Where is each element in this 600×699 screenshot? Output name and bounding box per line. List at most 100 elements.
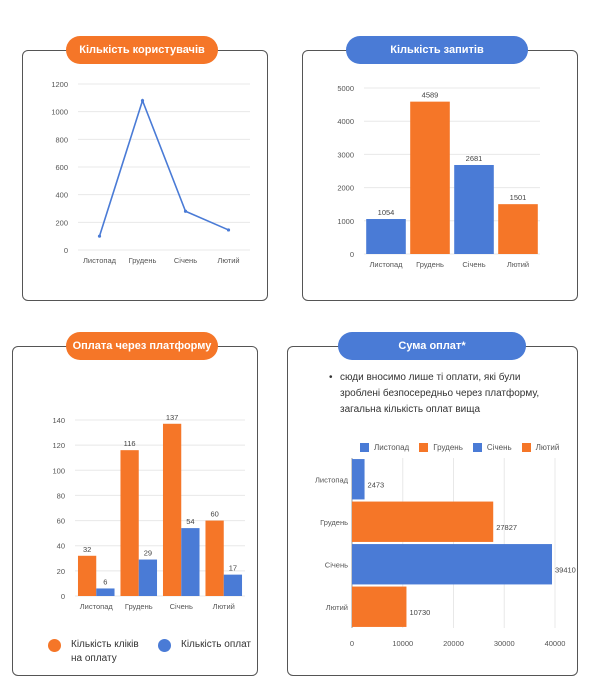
payments-ytick-1: 20 (57, 567, 65, 576)
users-xtick-1: Грудень (129, 256, 157, 265)
sum-bar-label-2: 39410 (555, 565, 576, 574)
sum-title: Сума оплат* (338, 332, 526, 360)
users-xtick-2: Січень (174, 256, 197, 265)
payments-ytick-7: 140 (52, 416, 65, 425)
users-xtick-3: Лютий (217, 256, 239, 265)
sum-xtick-0: 0 (350, 639, 354, 648)
payments-bar-s1-0 (96, 588, 115, 596)
users-title: Кількість користувачів (66, 36, 218, 64)
requests-bar-label-3: 1501 (510, 193, 527, 202)
users-ytick-5: 1000 (51, 108, 68, 117)
requests-title: Кількість запитів (346, 36, 528, 64)
users-xtick-0: Листопад (83, 256, 117, 265)
payments-bar-s0-3 (205, 520, 224, 596)
sum-bar-3 (352, 586, 407, 627)
sum-bar-label-1: 27827 (496, 523, 517, 532)
users-ytick-6: 1200 (51, 80, 68, 89)
users-ytick-1: 200 (55, 218, 68, 227)
payments-ytick-4: 80 (57, 491, 65, 500)
payments-bar-label-s0-3: 60 (210, 510, 218, 519)
legend-dec: Грудень (419, 443, 463, 452)
legend-dec-label: Грудень (433, 443, 463, 452)
legend-jan-label: Січень (486, 443, 512, 452)
sum-bar-label-3: 10730 (409, 608, 430, 617)
requests-ytick-1: 1000 (337, 217, 354, 226)
payments-bar-label-s0-2: 137 (166, 413, 179, 422)
legend-nov-swatch (360, 443, 369, 452)
legend-jan: Січень (472, 443, 512, 452)
bullet-icon: • (329, 372, 333, 383)
payments-bar-s1-3 (223, 574, 243, 596)
sum-ytick-3: Лютий (326, 603, 348, 612)
payments-bar-s1-2 (181, 528, 200, 596)
users-point-2 (183, 209, 188, 213)
users-point-0 (97, 234, 102, 238)
requests-bar-label-2: 2681 (466, 154, 483, 163)
payments-ytick-0: 0 (61, 592, 65, 601)
users-ytick-4: 800 (55, 135, 68, 144)
payments-ytick-2: 40 (57, 542, 65, 551)
payments-bar-s0-2 (162, 423, 182, 596)
legend-feb: Лютий (521, 443, 559, 452)
payments-title: Оплата через платформу (66, 332, 218, 360)
sum-bar-0 (352, 459, 365, 500)
payments-bar-s0-0 (77, 555, 97, 596)
legend-jan-swatch (472, 443, 482, 452)
payments-bar-label-s1-0: 6 (103, 577, 107, 586)
sum-bar-1 (352, 501, 494, 542)
requests-xtick-0: Листопад (370, 260, 404, 269)
payments-bar-label-s1-2: 54 (186, 517, 194, 526)
legend-payments-label: Кількість оплат (181, 639, 251, 650)
sum-bar-label-0: 2473 (368, 480, 385, 489)
users-point-1 (140, 99, 145, 103)
sum-xtick-1: 10000 (392, 639, 413, 648)
legend-feb-swatch (521, 443, 531, 452)
payments-bar-label-s0-0: 32 (83, 545, 91, 554)
requests-bar-label-0: 1054 (378, 208, 395, 217)
sum-xtick-4: 40000 (545, 639, 566, 648)
requests-ytick-5: 5000 (337, 84, 354, 93)
sum-note: • сюди вносимо лише ті оплати, які були … (329, 370, 555, 418)
legend-nov-label: Листопад (374, 443, 410, 452)
users-ytick-2: 400 (55, 191, 68, 200)
users-line-chart: 0 200 400 600 800 1000 1200 Листопад Грудень Січе… (51, 80, 250, 265)
payments-bar-label-s1-3: 17 (229, 564, 237, 573)
requests-xtick-2: Січень (462, 260, 485, 269)
legend-payments: Кількість оплат (158, 638, 251, 666)
sum-note-text: сюди вносимо лише ті оплати, які були зр… (340, 372, 540, 415)
sum-ytick-1: Грудень (320, 518, 348, 527)
requests-bar-chart: 0 1000 2000 3000 4000 5000 Листопад Грудень Січе… (337, 84, 540, 269)
sum-xtick-3: 30000 (494, 639, 515, 648)
payments-xtick-0: Листопад (80, 602, 114, 611)
payments-ytick-3: 60 (57, 517, 65, 526)
payments-bar-s0-1 (120, 450, 139, 596)
requests-ytick-2: 2000 (337, 184, 354, 193)
payments-xtick-1: Грудень (125, 602, 153, 611)
requests-bar-2 (454, 164, 494, 254)
sum-legend: Листопад Грудень Січень Лютий (360, 443, 569, 452)
payments-bar-label-s1-1: 29 (144, 549, 152, 558)
legend-dec-swatch (419, 443, 429, 452)
payments-bar-s1-1 (138, 559, 158, 596)
requests-xtick-1: Грудень (416, 260, 444, 269)
legend-clicks-swatch (48, 639, 61, 652)
payments-bar-label-s0-1: 116 (124, 439, 136, 448)
legend-payments-swatch (158, 639, 171, 652)
sum-bar-2 (352, 544, 553, 585)
legend-nov: Листопад (360, 443, 409, 452)
payments-xtick-3: Лютий (213, 602, 235, 611)
requests-bar-1 (410, 101, 450, 254)
users-point-3 (226, 228, 231, 232)
sum-ytick-2: Січень (325, 560, 348, 569)
requests-xtick-3: Лютий (507, 260, 529, 269)
payments-ytick-5: 100 (52, 466, 65, 475)
requests-ytick-0: 0 (350, 250, 354, 259)
legend-clicks-label: Кількість кліків на оплату (71, 639, 139, 664)
sum-xtick-2: 20000 (443, 639, 464, 648)
users-ytick-3: 600 (55, 163, 68, 172)
users-card (22, 50, 268, 301)
sum-ytick-0: Листопад (315, 475, 349, 484)
requests-bar-label-1: 4589 (422, 91, 439, 100)
sum-hbar-chart: 0 10000 20000 30000 40000 Листопад 2473 Грудень… (315, 458, 576, 648)
requests-ytick-4: 4000 (337, 117, 354, 126)
